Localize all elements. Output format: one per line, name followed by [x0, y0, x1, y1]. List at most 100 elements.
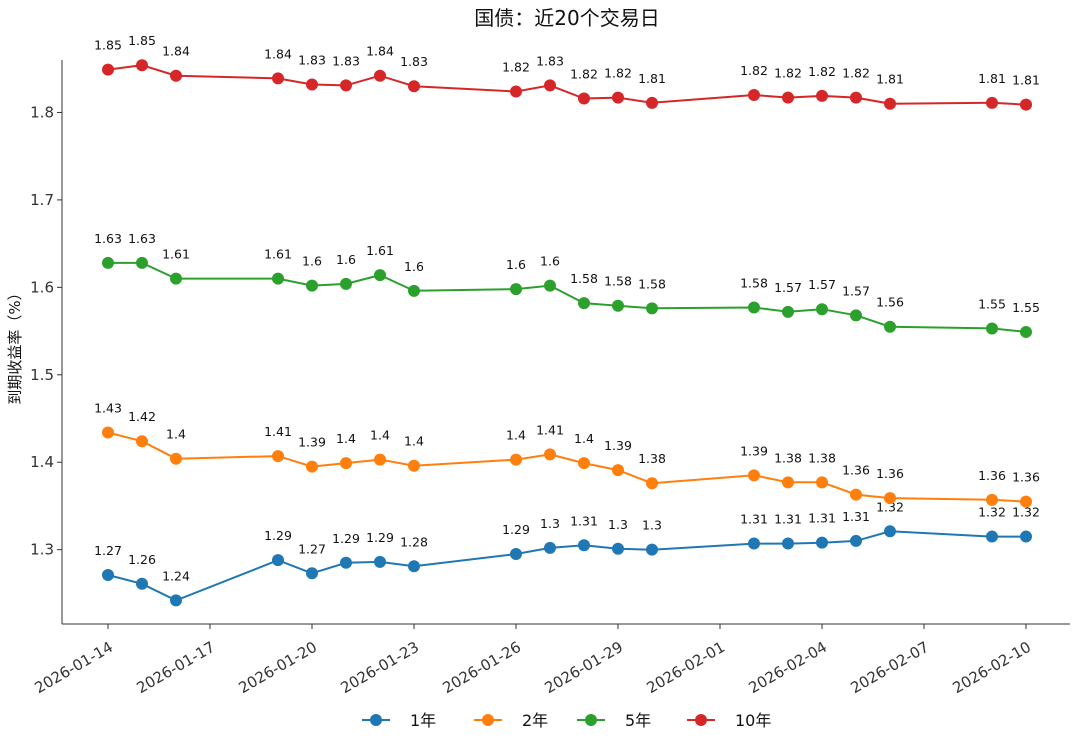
data-point	[986, 493, 998, 506]
legend-swatch-marker	[482, 714, 494, 726]
data-point	[170, 69, 182, 82]
data-label: 1.31	[774, 512, 802, 527]
data-point	[170, 452, 182, 465]
data-label: 1.81	[978, 71, 1006, 86]
x-tick-label: 2026-02-04	[745, 638, 830, 697]
data-label: 1.36	[876, 466, 904, 481]
data-point	[646, 96, 658, 109]
data-point	[408, 560, 420, 573]
data-point	[408, 80, 420, 93]
y-tick-label: 1.7	[30, 191, 54, 209]
data-label: 1.38	[774, 450, 802, 465]
data-point	[1020, 325, 1032, 338]
data-label: 1.42	[128, 409, 156, 424]
series-layer: 1.271.261.241.291.271.29 1.29 1.281.29 1.3 1…	[94, 33, 1040, 607]
x-tick-label: 2026-02-01	[643, 638, 728, 697]
data-point	[1020, 98, 1032, 111]
data-label: 1.84	[366, 44, 394, 59]
data-label: 1.82	[740, 63, 768, 78]
legend-swatch-marker	[695, 714, 707, 726]
data-point	[646, 302, 658, 315]
data-point	[102, 569, 114, 582]
data-point	[782, 537, 794, 550]
legend-item-2: 2年	[474, 711, 548, 730]
data-label: 1.61	[366, 243, 394, 258]
data-label: 1.28	[400, 534, 428, 549]
data-point	[306, 567, 318, 580]
data-point	[102, 63, 114, 76]
y-tick-label: 1.3	[30, 541, 54, 559]
x-tick-label: 2026-01-29	[541, 638, 626, 697]
data-label: 1.6	[302, 254, 322, 269]
x-tick-label: 2026-01-23	[337, 638, 422, 697]
series-line	[107, 530, 1026, 602]
data-point	[884, 525, 896, 538]
data-label: 1.84	[162, 44, 190, 59]
data-label: 1.83	[400, 54, 428, 69]
data-label: 1.61	[162, 247, 190, 262]
data-point	[612, 299, 624, 312]
data-point	[136, 577, 148, 590]
data-label: 1.43	[94, 401, 122, 416]
data-point	[748, 469, 760, 482]
data-point	[816, 536, 828, 549]
data-point	[986, 96, 998, 109]
data-point	[170, 272, 182, 285]
data-label: 1.4	[404, 434, 424, 449]
data-point	[646, 543, 658, 556]
data-point	[510, 85, 522, 98]
data-point	[1020, 495, 1032, 508]
data-point	[272, 272, 284, 285]
data-label: 1.85	[128, 33, 156, 48]
data-label: 1.6	[336, 252, 356, 267]
data-point	[544, 541, 556, 554]
data-point	[850, 309, 862, 322]
data-label: 1.63	[128, 231, 156, 246]
data-point	[170, 594, 182, 607]
data-label: 1.4	[506, 428, 526, 443]
data-label: 1.56	[876, 295, 904, 310]
data-label: 1.58	[740, 275, 768, 290]
data-label: 1.81	[876, 72, 904, 87]
data-label: 1.57	[808, 277, 836, 292]
data-label: 1.39	[740, 443, 768, 458]
series-3: 1.63 1.63 1.61 1.61 1.6 1.6 1.61 1.6 1.6 1.6 1.58 1…	[94, 231, 1040, 338]
data-label: 1.29	[366, 530, 394, 545]
data-point	[306, 279, 318, 292]
data-label: 1.82	[808, 64, 836, 79]
data-label: 1.55	[978, 296, 1006, 311]
data-label: 1.83	[332, 53, 360, 68]
data-label: 1.61	[264, 247, 292, 262]
x-tick-label: 2026-02-10	[949, 638, 1034, 697]
data-point	[646, 477, 658, 490]
data-point	[612, 91, 624, 104]
data-point	[612, 464, 624, 477]
data-label: 1.3	[642, 518, 662, 533]
y-tick-label: 1.5	[30, 366, 54, 384]
data-label: 1.57	[842, 283, 870, 298]
series-1: 1.271.261.241.291.271.29 1.29 1.281.29 1.3 1…	[94, 499, 1040, 607]
data-label: 1.31	[842, 509, 870, 524]
data-label: 1.82	[774, 66, 802, 81]
data-point	[884, 97, 896, 110]
x-tick-label: 2026-01-14	[31, 638, 116, 697]
y-axis-label: 到期收益率（%）	[6, 285, 24, 404]
x-tick-label: 2026-01-17	[133, 638, 218, 697]
data-label: 1.39	[604, 438, 632, 453]
data-point	[340, 556, 352, 569]
series-2: 1.43 1.42 1.4 1.41 1.39 1.4 1.4 1.4 1.4 1.41 1.4 1.…	[94, 401, 1040, 508]
data-point	[374, 555, 386, 568]
data-point	[544, 79, 556, 92]
data-point	[986, 322, 998, 335]
data-point	[850, 534, 862, 547]
data-point	[102, 256, 114, 269]
data-label: 1.36	[1012, 470, 1040, 485]
data-label: 1.32	[978, 505, 1006, 520]
data-point	[782, 305, 794, 318]
data-label: 1.27	[298, 541, 326, 556]
data-point	[306, 78, 318, 91]
data-label: 1.81	[638, 71, 666, 86]
data-label: 1.82	[604, 66, 632, 81]
data-point	[816, 303, 828, 316]
data-label: 1.29	[502, 522, 530, 537]
